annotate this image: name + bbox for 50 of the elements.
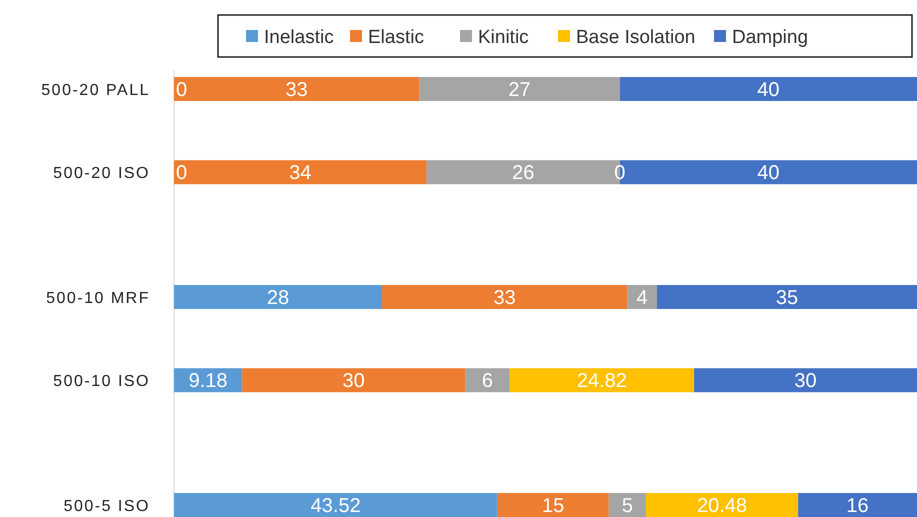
data-label: 16 xyxy=(846,495,869,517)
y-tick-label: 500-10 ISO xyxy=(53,373,150,390)
y-tick-label: 500-5 ISO xyxy=(64,498,150,515)
bar xyxy=(419,77,620,101)
data-label: 40 xyxy=(757,162,780,184)
bar xyxy=(174,77,420,101)
data-label: 33 xyxy=(494,287,516,309)
data-label: 28 xyxy=(266,287,290,309)
bar xyxy=(510,368,694,392)
data-label: 26 xyxy=(512,162,534,184)
legend-label: Damping xyxy=(732,27,808,48)
data-label: 4 xyxy=(636,287,648,309)
data-label: 24.82 xyxy=(576,370,627,392)
legend-label: Base Isolation xyxy=(576,27,696,48)
data-label: 30 xyxy=(794,370,817,392)
data-label: 33 xyxy=(285,79,308,101)
data-label: 30 xyxy=(342,370,365,392)
annotation: 0 xyxy=(614,162,626,184)
bar xyxy=(382,285,628,309)
data-label: 40 xyxy=(757,79,780,101)
bar xyxy=(465,368,510,392)
bar xyxy=(656,285,917,309)
annotation: 0 xyxy=(176,79,188,101)
y-tick-label: 500-10 MRF xyxy=(46,290,150,307)
y-tick-label: 500-20 ISO xyxy=(53,165,150,182)
bar xyxy=(174,285,382,309)
y-tick-label: 500-20 PALL xyxy=(41,82,150,99)
data-label: 35 xyxy=(776,287,798,309)
bar xyxy=(798,493,917,517)
legend-label: Elastic xyxy=(368,27,424,48)
bar xyxy=(497,493,609,517)
legend-label: Kinitic xyxy=(478,27,529,48)
data-label: 43.52 xyxy=(310,495,361,517)
data-label: 27 xyxy=(508,79,531,101)
data-label: 6 xyxy=(482,370,493,392)
annotation: 0 xyxy=(176,162,188,184)
bar xyxy=(174,493,498,517)
bar xyxy=(627,285,657,309)
data-label: 9.18 xyxy=(188,370,228,392)
bar xyxy=(174,160,427,184)
bar xyxy=(646,493,798,517)
bar xyxy=(242,368,466,392)
bar xyxy=(694,368,917,392)
bar xyxy=(620,77,917,101)
data-label: 5 xyxy=(622,495,633,517)
data-label: 15 xyxy=(542,495,564,517)
legend-label: Inelastic xyxy=(264,27,334,48)
data-label: 20.48 xyxy=(697,495,748,517)
bar xyxy=(608,493,646,517)
data-label: 34 xyxy=(289,162,312,184)
